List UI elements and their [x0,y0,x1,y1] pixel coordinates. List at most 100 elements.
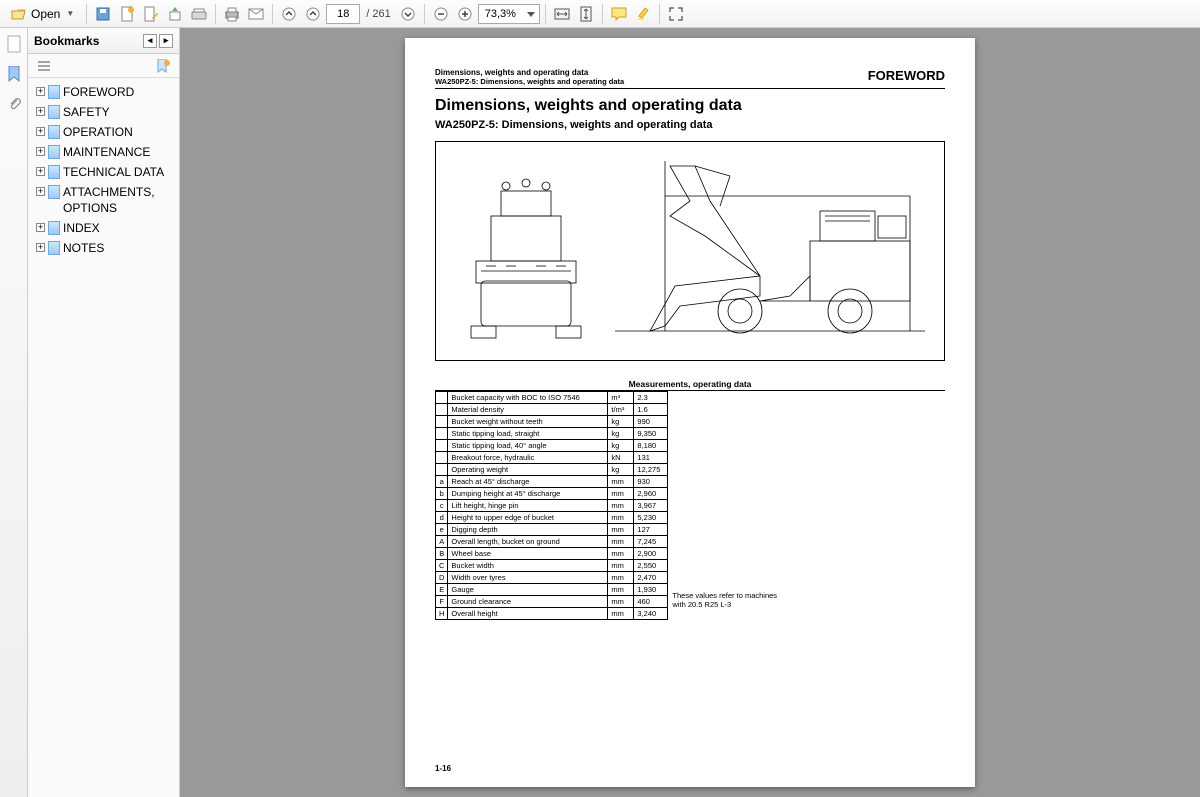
prev-page-button[interactable] [302,3,324,25]
table-row: Operating weightkg12,275 [436,464,668,476]
bookmark-item[interactable]: + TECHNICAL DATA [30,162,177,182]
zoom-value: 73,3% [485,8,516,20]
main-area: Bookmarks ◂ ▸ +FOREWORD+SAFETY+OPERATION… [0,28,1200,797]
header-section: FOREWORD [868,68,945,86]
document-viewer[interactable]: Dimensions, weights and operating data W… [180,28,1200,797]
new-doc-button[interactable] [116,3,138,25]
expand-icon[interactable]: + [36,167,45,176]
expand-icon[interactable]: + [36,147,45,156]
header-line1: Dimensions, weights and operating data [435,68,624,77]
table-row: dHeight to upper edge of bucketmm5,230 [436,512,668,524]
panel-prev-button[interactable]: ◂ [143,34,157,48]
thumbnails-tab[interactable] [4,34,24,54]
table-row: aReach at 45° dischargemm930 [436,476,668,488]
table-row: Breakout force, hydraulickN131 [436,452,668,464]
bookmark-icon [48,125,60,139]
bookmark-label: ATTACHMENTS, OPTIONS [63,184,177,216]
email-button[interactable] [245,3,267,25]
table-row: Bucket capacity with BOC to ISO 7546m³2.… [436,392,668,404]
arrow-up-icon [306,7,320,21]
arrow-up-first-icon [282,7,296,21]
chevron-down-icon: ▼ [66,9,74,18]
bookmark-item[interactable]: +INDEX [30,218,177,238]
highlighter-icon [636,6,650,22]
next-page-button[interactable] [397,3,419,25]
expand-icon[interactable]: + [36,187,45,196]
bookmark-item[interactable]: +OPERATION [30,122,177,142]
expand-icon[interactable]: + [36,223,45,232]
paperclip-icon [7,96,21,112]
open-button[interactable]: Open ▼ [4,3,81,25]
table-row: Static tipping load, straightkg9,350 [436,428,668,440]
technical-diagram [435,141,945,361]
table-row: eDigging depthmm127 [436,524,668,536]
fit-page-icon [579,6,593,22]
fit-width-button[interactable] [551,3,573,25]
table-row: CBucket widthmm2,550 [436,560,668,572]
attachments-tab[interactable] [4,94,24,114]
page-title: Dimensions, weights and operating data [435,97,945,115]
bookmark-item[interactable]: + MAINTENANCE [30,142,177,162]
left-icon-strip [0,28,28,797]
bookmark-item[interactable]: +NOTES [30,238,177,258]
page-total-label: / 261 [366,8,390,20]
document-page: Dimensions, weights and operating data W… [405,38,975,787]
bookmark-icon [48,185,60,199]
bookmarks-panel: Bookmarks ◂ ▸ +FOREWORD+SAFETY+OPERATION… [28,28,180,797]
bookmark-icon [48,85,60,99]
table-footnote: These values refer to machines with 20.5… [672,391,792,620]
page-number-input[interactable] [326,4,360,24]
bookmark-ribbon-icon [7,66,21,82]
front-view-drawing [451,161,601,341]
scan-button[interactable] [188,3,210,25]
plus-icon [458,7,472,21]
list-icon [36,59,52,73]
panel-next-button[interactable]: ▸ [159,34,173,48]
page-number-footer: 1-16 [435,764,451,773]
bookmark-icon [48,221,60,235]
bookmark-options-button[interactable] [34,56,54,76]
expand-icon[interactable]: + [36,243,45,252]
table-row: Bucket weight without teethkg990 [436,416,668,428]
minus-icon [434,7,448,21]
bookmarks-toolbar [28,54,179,78]
expand-icon[interactable]: + [36,127,45,136]
disk-icon [95,6,111,22]
bookmark-icon [48,165,60,179]
comment-button[interactable] [608,3,630,25]
page-thumb-icon [6,35,22,53]
page-subtitle: WA250PZ-5: Dimensions, weights and opera… [435,119,945,131]
table-row: Static tipping load, 40° anglekg8,180 [436,440,668,452]
header-line2: WA250PZ-5: Dimensions, weights and opera… [435,77,624,86]
table-row: EGaugemm1,930 [436,584,668,596]
highlight-button[interactable] [632,3,654,25]
add-bookmark-button[interactable] [153,56,173,76]
bookmark-item[interactable]: + ATTACHMENTS, OPTIONS [30,182,177,218]
bookmark-label: TECHNICAL DATA [63,164,177,180]
bookmarks-tree: +FOREWORD+SAFETY+OPERATION+MAINTENANCE+T… [28,78,179,797]
bookmark-item[interactable]: + FOREWORD [30,82,177,102]
save-copy-button[interactable] [92,3,114,25]
page-pencil-icon [144,6,158,22]
edit-doc-button[interactable] [140,3,162,25]
table-row: cLift height, hinge pinmm3,967 [436,500,668,512]
print-button[interactable] [221,3,243,25]
export-button[interactable] [164,3,186,25]
side-view-drawing [610,156,930,346]
bookmarks-tab[interactable] [4,64,24,84]
first-page-button[interactable] [278,3,300,25]
bookmark-label: FOREWORD [63,84,177,100]
zoom-in-button[interactable] [454,3,476,25]
zoom-select[interactable]: 73,3% [478,4,540,24]
fit-page-button[interactable] [575,3,597,25]
bookmark-item[interactable]: +SAFETY [30,102,177,122]
zoom-out-button[interactable] [430,3,452,25]
export-icon [167,6,183,22]
scanner-icon [191,7,207,21]
mail-icon [248,8,264,20]
table-row: Material densityt/m³1.6 [436,404,668,416]
fullscreen-button[interactable] [665,3,687,25]
bookmark-label: MAINTENANCE [63,144,177,160]
expand-icon[interactable]: + [36,87,45,96]
expand-icon[interactable]: + [36,107,45,116]
